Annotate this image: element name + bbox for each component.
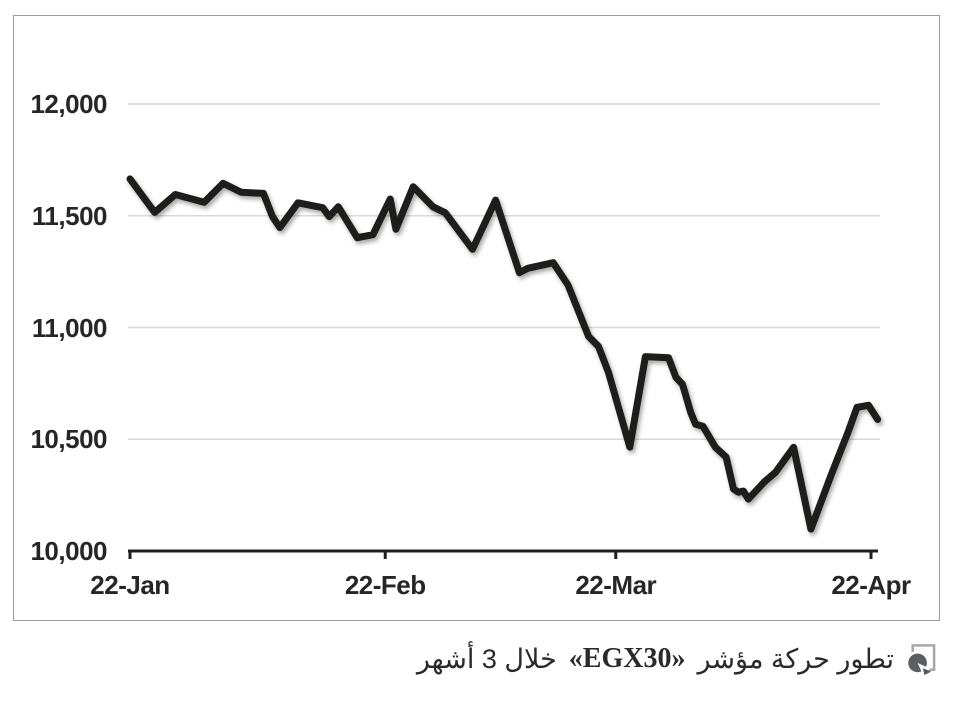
x-axis-label: 22-Apr — [831, 570, 911, 600]
series-line-egx30 — [126, 175, 882, 533]
caption-ticker: «EGX30» — [568, 643, 686, 674]
pie-chart-arrow-icon — [904, 642, 937, 677]
y-axis-label: 10,000 — [30, 536, 107, 566]
chart-border-frame — [13, 15, 940, 621]
caption-prefix: تطور حركة مؤشر — [697, 643, 894, 674]
x-axis-label: 22-Jan — [90, 570, 170, 600]
y-axis-label: 12,000 — [30, 89, 107, 119]
y-axis-label: 10,500 — [30, 424, 107, 455]
chart-caption: تطور حركة مؤشر «EGX30» خلال 3 أشهر — [417, 633, 937, 685]
y-axis-label: 11,000 — [31, 312, 108, 343]
egx30-line-chart — [126, 103, 882, 559]
caption-suffix: خلال 3 أشهر — [416, 643, 557, 674]
x-axis-label: 22-Mar — [575, 570, 657, 600]
y-axis-label: 11,500 — [31, 200, 108, 231]
x-axis-label: 22-Feb — [344, 570, 426, 600]
